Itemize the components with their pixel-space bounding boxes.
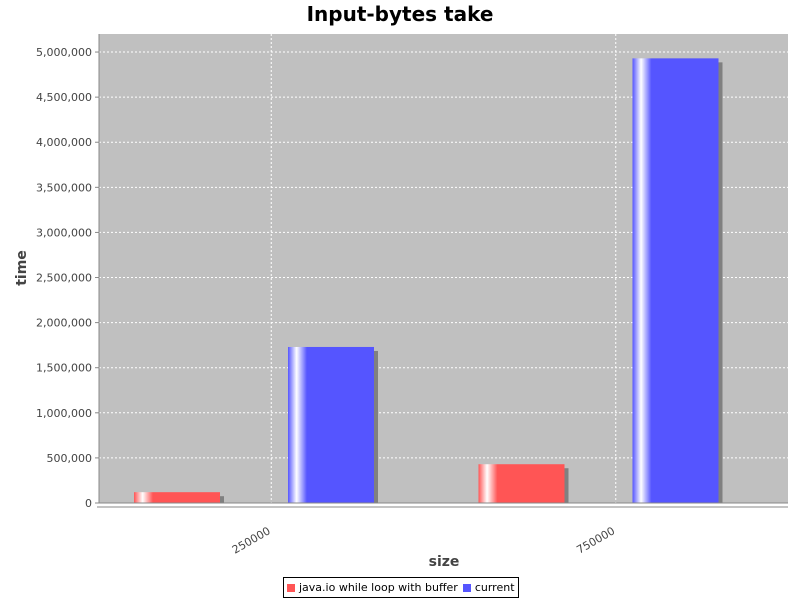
legend-label: current [474,581,515,594]
y-tick-label: 1,000,000 [36,407,92,420]
x-tick-label: 750000 [574,524,617,556]
y-tick-label: 2,500,000 [36,272,92,285]
legend: java.io while loop with buffer current [283,577,519,598]
bar [478,464,565,503]
bar [288,346,374,503]
legend-swatch [287,583,295,592]
y-tick-label: 3,000,000 [36,226,92,239]
y-tick-label: 0 [85,497,92,510]
legend-item-java-io: java.io while loop with buffer [287,581,458,594]
legend-label: java.io while loop with buffer [299,581,458,594]
y-tick-label: 3,500,000 [36,181,92,194]
axes: 0 500,000 1,000,000 1,500,000 2,000,000 2,500… [36,34,788,557]
y-tick-label: 5,000,000 [36,46,92,59]
bar [632,58,719,503]
bars [134,58,723,503]
y-axis-label: time [14,250,30,286]
y-tick-label: 500,000 [47,452,93,465]
y-tick-label: 2,000,000 [36,317,92,330]
legend-item-current: current [462,581,515,594]
y-tick-label: 1,500,000 [36,362,92,375]
legend-swatch [462,583,471,592]
y-tick-label: 4,000,000 [36,136,92,149]
y-tick-label: 4,500,000 [36,91,92,104]
x-tick-label: 250000 [230,524,273,556]
chart-title: Input-bytes take [307,2,494,26]
bar [134,492,220,503]
grid-lines [99,34,788,503]
x-axis-label: size [429,554,460,570]
